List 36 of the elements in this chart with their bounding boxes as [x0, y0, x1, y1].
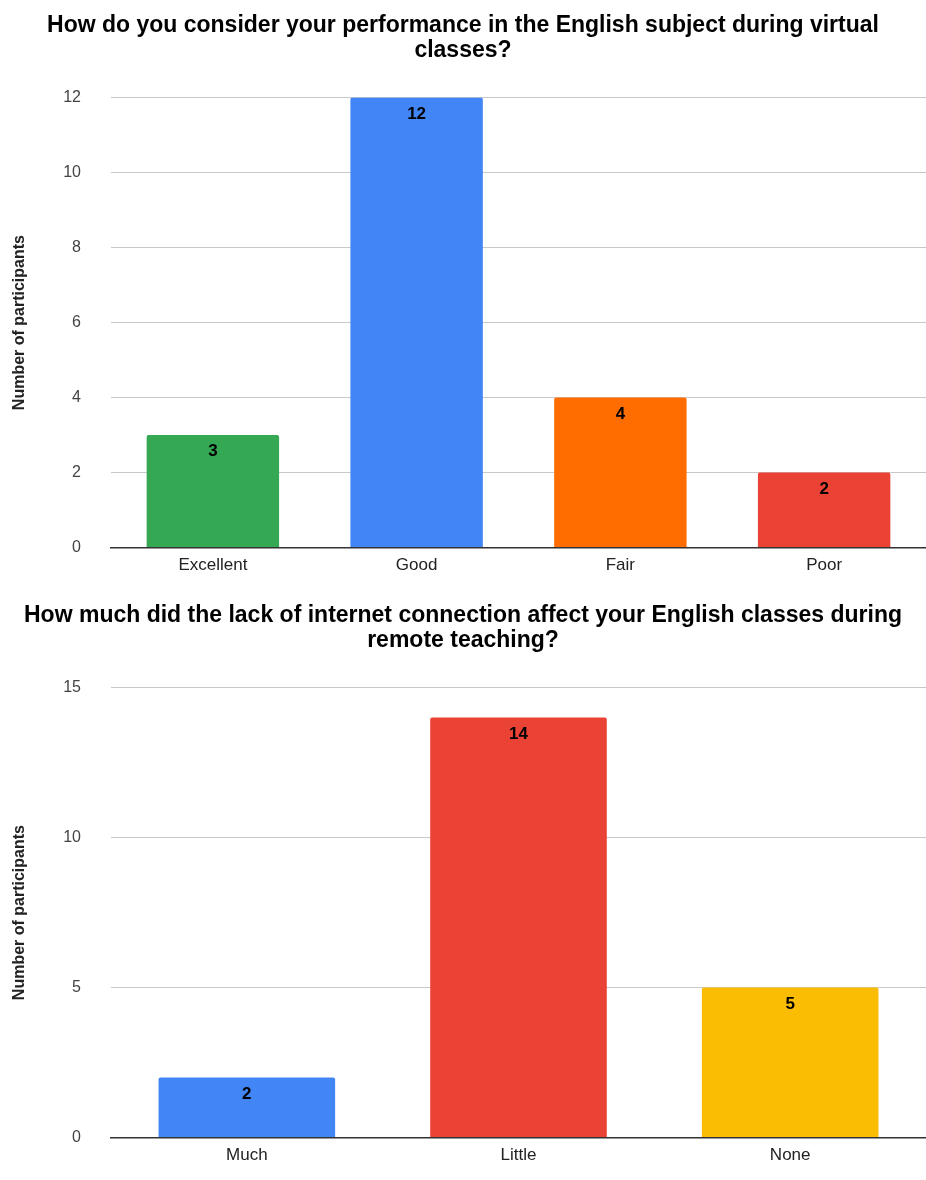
chart-title: How much did the lack of internet connection affect your English classes during remote teaching?	[23, 600, 903, 652]
x-tick-label: Excellent	[178, 555, 248, 575]
x-tick-label: Good	[395, 555, 438, 575]
bar	[554, 397, 687, 548]
bar	[701, 987, 879, 1138]
bar	[350, 97, 483, 548]
y-tick-label: 4	[72, 388, 82, 406]
x-tick-label: Poor	[806, 555, 843, 575]
y-tick-label: 0	[72, 538, 82, 556]
data-label: 2	[819, 478, 829, 498]
y-tick-label: 12	[63, 88, 82, 106]
bar	[757, 472, 891, 548]
y-tick-label: 10	[63, 828, 82, 846]
bar	[430, 717, 607, 1138]
y-tick-label: 6	[72, 313, 82, 331]
x-tick-label: Fair	[605, 555, 636, 575]
data-label: 3	[208, 441, 218, 461]
bar	[146, 435, 280, 548]
data-label: 2	[242, 1083, 252, 1103]
y-tick-label: 8	[72, 238, 82, 256]
y-tick-label: 5	[72, 978, 82, 996]
data-label: 12	[407, 103, 427, 123]
x-tick-label: Much	[226, 1145, 268, 1165]
data-label: 5	[785, 993, 795, 1013]
y-tick-label: 15	[63, 678, 82, 696]
data-label: 14	[509, 723, 529, 743]
x-tick-label: Little	[500, 1145, 537, 1165]
chart-title: How do you consider your performance in the English subject during virtual classes?	[46, 10, 880, 62]
y-tick-label: 0	[72, 1128, 82, 1146]
x-tick-label: None	[769, 1145, 811, 1165]
y-axis-title: Number of participants	[10, 824, 28, 1001]
data-label: 4	[615, 403, 626, 423]
bar	[158, 1077, 336, 1138]
y-axis-title: Number of participants	[10, 234, 28, 411]
y-tick-label: 10	[63, 163, 82, 181]
y-tick-label: 2	[72, 463, 82, 481]
